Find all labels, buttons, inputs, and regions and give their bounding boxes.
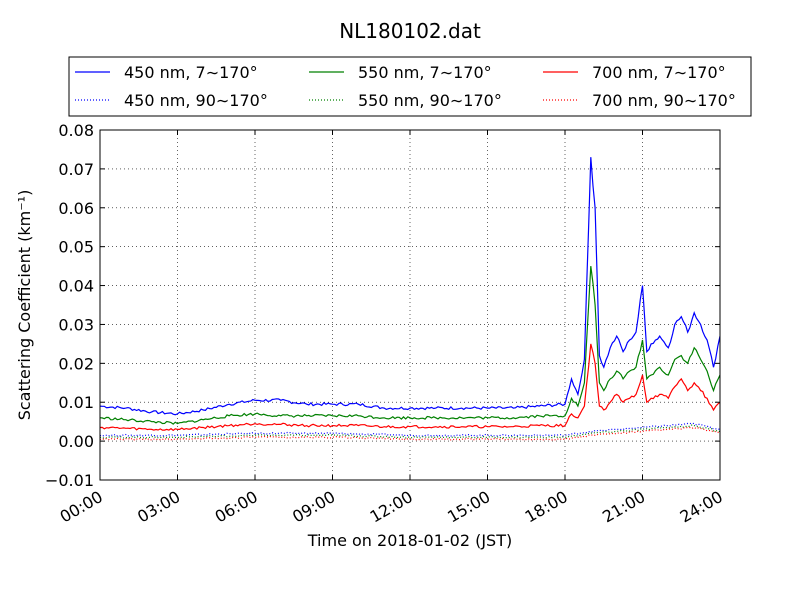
legend-entries: 450 nm, 7∼170° 450 nm, 90∼170° 550 nm, 7∼1… — [75, 63, 736, 110]
y-tick-label: 0.08 — [58, 121, 94, 140]
x-axis-label: Time on 2018-01-02 (JST) — [307, 531, 512, 550]
y-tick-label: 0.07 — [58, 160, 94, 179]
y-axis-label: Scattering Coefficient (km⁻¹) — [15, 190, 34, 421]
legend-box — [68, 56, 752, 117]
y-tick-label: 0.06 — [58, 199, 94, 218]
legend-label: 700 nm, 90∼170° — [592, 91, 736, 110]
series-group — [100, 157, 720, 441]
legend-label: 550 nm, 90∼170° — [358, 91, 502, 110]
series-line — [100, 157, 720, 416]
chart-title: NL180102.dat — [339, 19, 481, 43]
y-tick-label: 0.01 — [58, 393, 94, 412]
series-line — [100, 266, 720, 425]
legend-label: 700 nm, 7∼170° — [592, 63, 726, 82]
y-tick-label: 0.02 — [58, 354, 94, 373]
series-line — [100, 343, 720, 432]
grid — [100, 130, 720, 480]
legend-label: 450 nm, 90∼170° — [124, 91, 268, 110]
legend-label: 550 nm, 7∼170° — [358, 63, 492, 82]
y-tick-label: 0.00 — [58, 432, 94, 451]
series-line — [100, 426, 720, 441]
y-tick-label: −0.01 — [45, 471, 94, 490]
y-tick-label: 0.05 — [58, 238, 94, 257]
y-tick-label: 0.03 — [58, 315, 94, 334]
legend: 450 nm, 7∼170° 450 nm, 90∼170° 550 nm, 7∼1… — [68, 56, 752, 117]
plot-area — [100, 130, 720, 480]
y-tick-label: 0.04 — [58, 277, 94, 296]
legend-label: 450 nm, 7∼170° — [124, 63, 258, 82]
